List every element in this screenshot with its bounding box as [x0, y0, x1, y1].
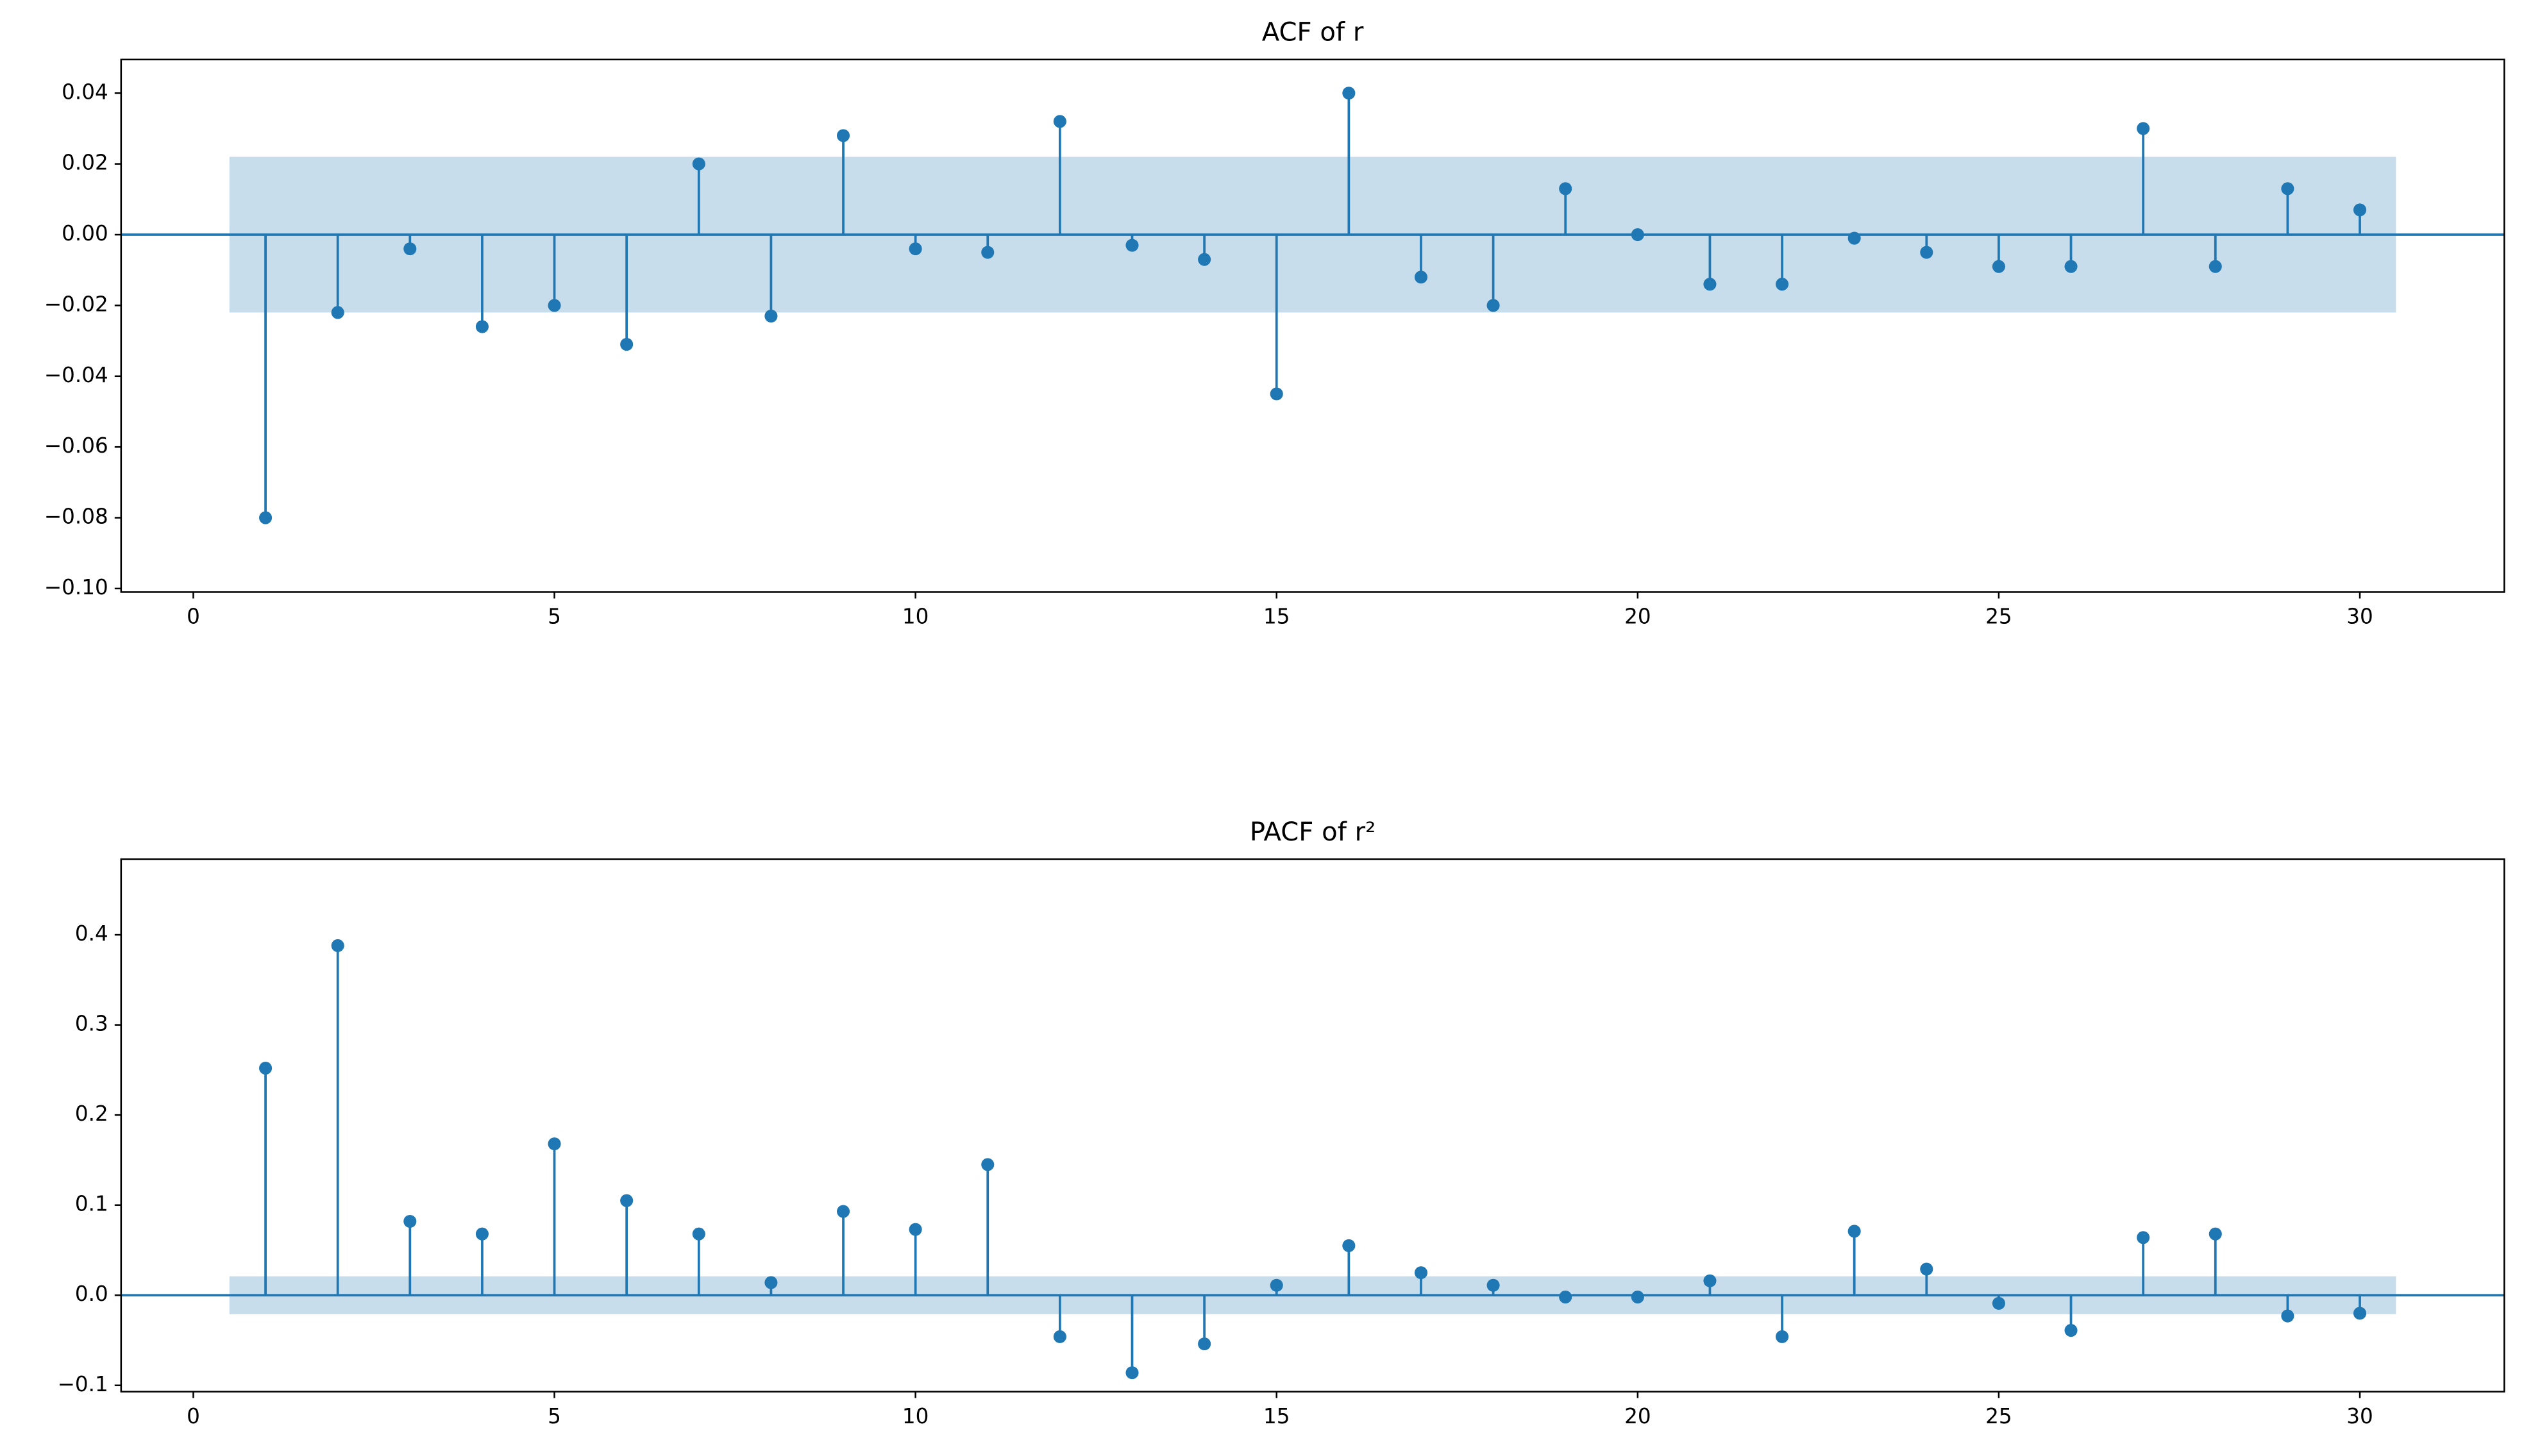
stem-marker: [2281, 1309, 2294, 1323]
stem-marker: [764, 309, 778, 323]
stem-marker: [475, 1227, 489, 1241]
stem-marker: [2208, 1227, 2222, 1241]
axes-frame: [120, 58, 2505, 593]
stem-marker: [1053, 115, 1066, 128]
x-tick-label: 25: [1985, 1404, 2012, 1428]
x-tick-label: 15: [1263, 1404, 1290, 1428]
y-tick-label: 0.3: [75, 1012, 108, 1036]
y-tick-label: −0.02: [44, 292, 108, 316]
stem-marker: [764, 1276, 778, 1289]
x-tick-label: 15: [1263, 605, 1290, 629]
y-tick-label: −0.06: [44, 433, 108, 458]
stem-marker: [2353, 1307, 2367, 1320]
stem-marker: [1486, 299, 1500, 312]
stem-marker: [331, 939, 344, 952]
stem-marker: [2137, 1231, 2150, 1244]
stem-marker: [1992, 260, 2005, 273]
x-tick-label: 5: [548, 1404, 561, 1428]
stem-marker: [1125, 1366, 1139, 1380]
stem-marker: [548, 299, 561, 312]
y-tick-label: 0.4: [75, 921, 108, 946]
stem-marker: [981, 246, 995, 259]
stem-marker: [259, 1062, 273, 1075]
stem-marker: [1703, 1274, 1717, 1287]
x-tick-label: 20: [1624, 1404, 1651, 1428]
stem-marker: [909, 242, 922, 256]
stem-marker: [1631, 1291, 1644, 1304]
stem-marker: [2208, 260, 2222, 273]
stem-marker: [692, 1227, 705, 1241]
stem-marker: [2281, 182, 2294, 196]
stem-marker: [259, 511, 273, 524]
stem-marker: [2137, 122, 2150, 135]
stem-marker: [909, 1223, 922, 1236]
x-tick-label: 0: [187, 605, 200, 629]
y-tick-label: −0.04: [44, 363, 108, 387]
x-tick-label: 20: [1624, 605, 1651, 629]
stem-marker: [403, 1214, 417, 1228]
stem-marker: [1414, 271, 1428, 284]
chart-title: ACF of r: [1262, 18, 1364, 47]
stem-marker: [1559, 182, 1572, 196]
y-tick-label: 0.1: [75, 1192, 108, 1216]
stem-marker: [1270, 387, 1283, 401]
stem-marker: [1270, 1278, 1283, 1292]
x-tick-label: 30: [2346, 605, 2373, 629]
stem-marker: [1920, 1262, 1933, 1276]
stem-marker: [1776, 278, 1789, 291]
chart-title: PACF of r²: [1250, 817, 1376, 847]
stem-marker: [2064, 1324, 2078, 1337]
x-tick-label: 5: [548, 605, 561, 629]
stem-marker: [1847, 1225, 1861, 1238]
stem-marker: [1342, 1239, 1356, 1252]
y-tick-label: 0.2: [75, 1101, 108, 1126]
stem-marker: [1776, 1330, 1789, 1343]
x-tick-label: 0: [187, 1404, 200, 1428]
stem-marker: [620, 1194, 634, 1207]
stem-marker: [1414, 1266, 1428, 1280]
stem-marker: [1920, 246, 1933, 259]
stem-marker: [1198, 253, 1211, 266]
stem-marker: [1631, 228, 1644, 242]
y-tick-label: 0.02: [62, 151, 108, 175]
stem-marker: [1198, 1337, 1211, 1351]
x-tick-label: 10: [902, 605, 929, 629]
y-tick-label: 0.00: [62, 221, 108, 246]
stem-marker: [1053, 1330, 1066, 1343]
stem-marker: [403, 242, 417, 256]
y-tick-label: −0.1: [58, 1372, 108, 1396]
stem-marker: [1486, 1278, 1500, 1292]
y-tick-label: 0.0: [75, 1282, 108, 1306]
stem-marker: [2064, 260, 2078, 273]
stem-marker: [1847, 231, 1861, 245]
stem-marker: [475, 320, 489, 333]
y-tick-label: −0.08: [44, 505, 108, 529]
stem-marker: [1703, 278, 1717, 291]
stem-marker: [692, 157, 705, 171]
stem-marker: [836, 129, 850, 142]
x-tick-label: 30: [2346, 1404, 2373, 1428]
axes-frame: [120, 858, 2505, 1393]
x-tick-label: 10: [902, 1404, 929, 1428]
stem-marker: [1992, 1296, 2005, 1310]
stem-marker: [836, 1205, 850, 1218]
stem-marker: [2353, 203, 2367, 217]
y-tick-label: 0.04: [62, 79, 108, 104]
stem-marker: [331, 306, 344, 319]
stem-marker: [1559, 1291, 1572, 1304]
stem-marker: [548, 1137, 561, 1151]
stem-marker: [620, 338, 634, 351]
stem-marker: [1342, 87, 1356, 100]
stem-marker: [981, 1158, 995, 1171]
stem-marker: [1125, 238, 1139, 252]
y-tick-label: −0.10: [44, 575, 108, 599]
x-tick-label: 25: [1985, 605, 2012, 629]
